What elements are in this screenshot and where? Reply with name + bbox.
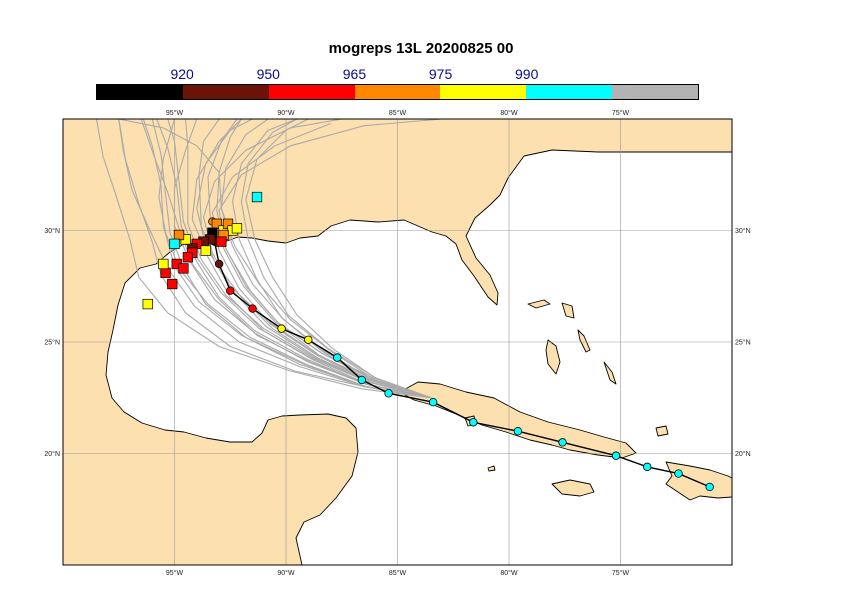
analysis-track-point <box>357 375 367 385</box>
ensemble-track <box>218 119 443 399</box>
landfall-square <box>158 258 169 270</box>
lat-tick-label-right: 30°N <box>735 227 751 235</box>
ensemble-track <box>245 119 432 399</box>
lat-tick-label-left: 20°N <box>44 450 60 458</box>
ensemble-track <box>151 119 432 399</box>
ensemble-track <box>211 122 432 399</box>
analysis-track-point <box>558 438 567 447</box>
grand-bahama <box>527 299 551 309</box>
analysis-track-point <box>611 451 621 460</box>
lon-tick-label-top: 95°W <box>166 109 184 117</box>
lon-tick-label-bottom: 80°W <box>500 569 518 577</box>
analysis-track-points <box>208 217 714 492</box>
analysis-track-point <box>513 427 523 436</box>
lon-tick-label-top: 85°W <box>389 109 407 117</box>
landfall-squares <box>142 191 263 310</box>
analysis-track-point <box>304 335 313 344</box>
colorbar-label: 950 <box>256 66 280 82</box>
jamaica <box>551 479 595 497</box>
ensemble-track <box>185 119 432 399</box>
ensemble-track <box>118 119 432 399</box>
landfall-square <box>167 278 178 290</box>
ensemble-track <box>118 119 432 399</box>
analysis-track-point <box>384 389 393 398</box>
colorbar-segment <box>182 85 269 99</box>
ensemble-track <box>173 119 432 399</box>
colorbar-segment <box>354 85 441 99</box>
analysis-track-point <box>643 462 652 472</box>
cayman-islands <box>487 465 496 472</box>
landfall-square <box>178 263 189 274</box>
colorbar-label: 975 <box>428 66 453 82</box>
lon-tick-label-top: 80°W <box>500 109 518 117</box>
analysis-track-point <box>226 286 235 295</box>
abaco <box>561 302 575 319</box>
analysis-track-point <box>674 469 683 478</box>
lon-tick-label-bottom: 90°W <box>277 569 295 577</box>
analysis-track-point <box>248 304 257 313</box>
lon-tick-label-bottom: 85°W <box>389 569 407 577</box>
eleuthera <box>577 329 591 353</box>
landfall-square <box>173 229 185 241</box>
lon-tick-label-top: 75°W <box>612 109 630 117</box>
lon-tick-label-bottom: 75°W <box>612 569 630 577</box>
colorbar-segment <box>612 85 699 99</box>
lat-tick-label-right: 20°N <box>735 450 751 458</box>
lat-tick-label-left: 30°N <box>44 227 60 235</box>
map-frame <box>62 118 733 566</box>
analysis-track-point <box>214 259 224 269</box>
lon-tick-label-top: 90°W <box>277 109 295 117</box>
landfall-square <box>231 223 243 234</box>
colorbar-label: 990 <box>515 66 539 82</box>
landfall-square <box>182 252 194 263</box>
landfall-square <box>216 236 227 247</box>
colorbar-label: 920 <box>170 66 194 82</box>
landfall-square <box>200 245 211 256</box>
landfall-square <box>142 298 153 310</box>
lon-tick-label-bottom: 95°W <box>166 569 184 577</box>
graticule <box>63 119 732 565</box>
pressure-colorbar <box>96 84 699 100</box>
lat-tick-label-right: 25°N <box>735 339 751 347</box>
landfall-square <box>251 191 263 203</box>
colorbar-label: 965 <box>342 66 367 82</box>
ensemble-track <box>95 119 432 399</box>
axis-tick-labels: 95°W 95°W 90°W 90°W 85°W 85°W 80°W 80°W 75°W 75°W… <box>44 109 750 577</box>
long-island-bahamas <box>603 361 617 385</box>
colorbar-segment <box>97 85 183 99</box>
ensemble-track <box>158 119 432 399</box>
inagua <box>655 425 669 437</box>
ensemble-track <box>202 119 432 399</box>
lat-tick-label-left: 25°N <box>44 339 60 347</box>
colorbar-segment <box>440 85 527 99</box>
ensemble-track <box>198 119 432 399</box>
ensemble-track <box>207 119 432 399</box>
landfall-square <box>160 267 171 279</box>
analysis-track-point <box>333 353 342 362</box>
chart-title: mogreps 13L 20200825 00 <box>328 40 514 57</box>
colorbar-segment <box>526 85 613 99</box>
analysis-track-point <box>428 398 438 407</box>
andros-island <box>545 339 561 375</box>
ensemble-track <box>240 119 432 399</box>
colorbar-segment <box>268 85 355 99</box>
analysis-track-point <box>277 324 286 333</box>
ensemble-track <box>216 119 432 399</box>
ensemble-track <box>220 119 432 399</box>
analysis-track-point <box>469 418 478 427</box>
analysis-track-line <box>211 221 710 488</box>
hispaniola <box>665 461 732 501</box>
landfall-square <box>169 238 180 250</box>
analysis-track-point <box>705 482 714 492</box>
